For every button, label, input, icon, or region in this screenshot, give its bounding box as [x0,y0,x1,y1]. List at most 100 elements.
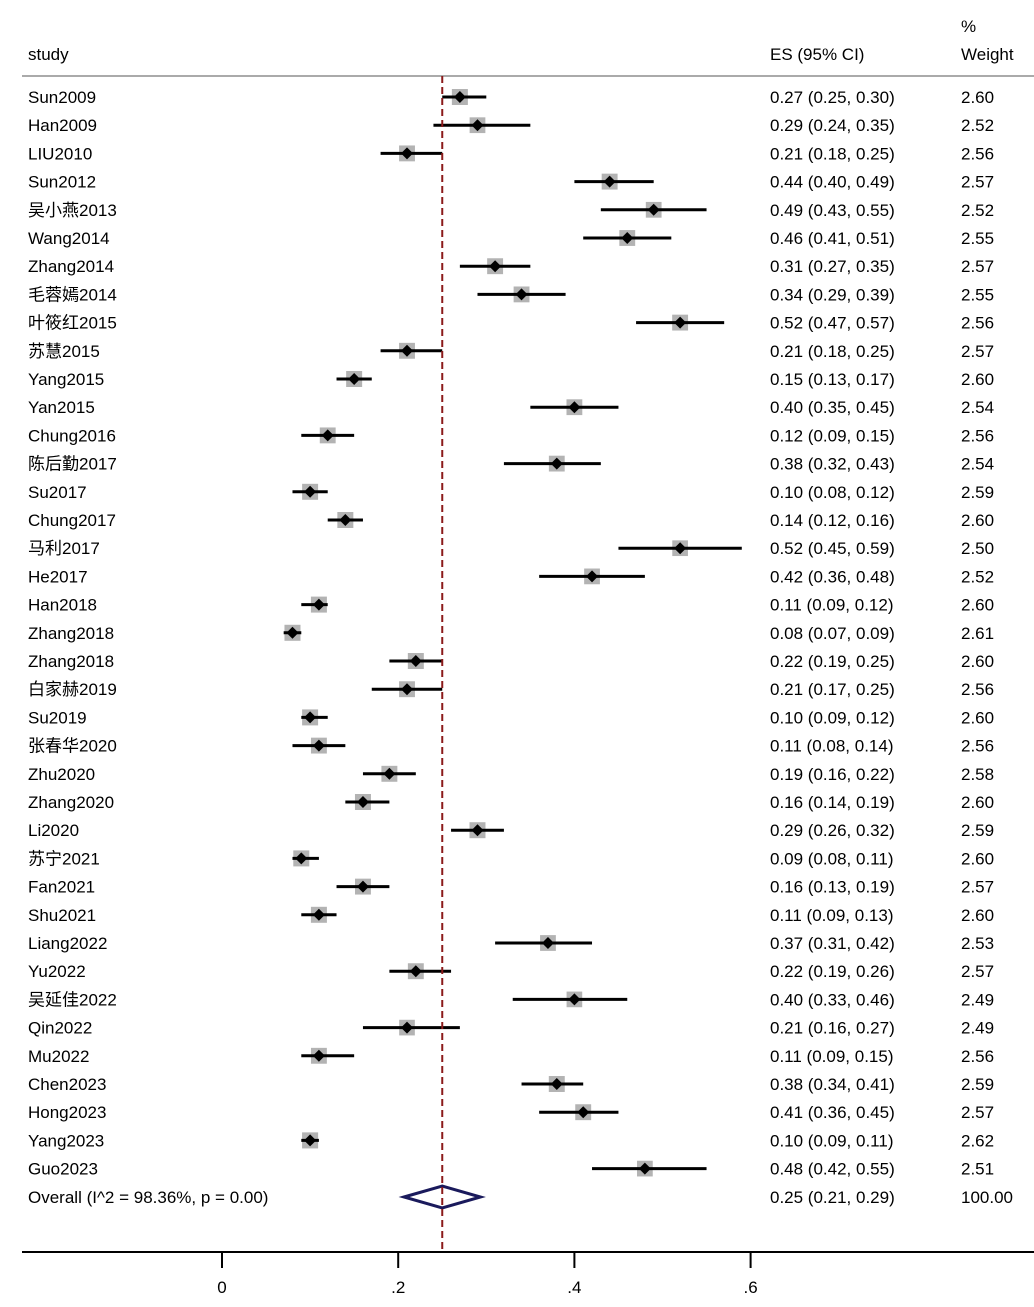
study-weight: 2.59 [961,483,994,502]
study-es-ci: 0.29 (0.26, 0.32) [770,821,895,840]
point-estimate [568,401,581,414]
study-label: Sun2012 [28,173,96,192]
study-label: 张春华2020 [28,737,117,756]
study-es-ci: 0.52 (0.47, 0.57) [770,314,895,333]
study-weight: 2.60 [961,793,994,812]
point-estimate [409,655,422,667]
point-estimate [674,542,687,555]
header-weight-percent: % [961,17,976,36]
study-weight: 2.60 [961,708,994,727]
study-label: Zhang2020 [28,793,114,812]
point-estimate [471,119,484,132]
study-es-ci: 0.48 (0.42, 0.55) [770,1160,895,1179]
study-es-ci: 0.11 (0.08, 0.14) [770,737,894,756]
study-label: Chen2023 [28,1075,106,1094]
point-estimate [321,429,334,442]
study-weight: 2.51 [961,1160,994,1179]
point-estimate [603,175,616,188]
study-es-ci: 0.21 (0.17, 0.25) [770,680,895,699]
overall-diamond [398,1184,486,1210]
study-label: 吴小燕2013 [28,201,117,220]
study-label: Han2009 [28,116,97,135]
study-label: 陈后勤2017 [28,455,117,474]
point-estimate [515,288,528,301]
study-es-ci: 0.21 (0.16, 0.27) [770,1019,895,1038]
study-label: Zhang2018 [28,624,114,643]
study-es-ci: 0.46 (0.41, 0.51) [770,229,895,248]
point-estimate [401,344,414,357]
study-label: Zhang2018 [28,652,114,671]
study-es-ci: 0.11 (0.09, 0.15) [770,1047,894,1066]
study-es-ci: 0.10 (0.08, 0.12) [770,483,895,502]
study-es-ci: 0.21 (0.18, 0.25) [770,342,895,361]
point-estimate [647,203,660,216]
study-es-ci: 0.40 (0.33, 0.46) [770,990,895,1009]
study-label: 叶筱红2015 [28,314,117,333]
study-weight: 2.52 [961,567,994,586]
study-es-ci: 0.41 (0.36, 0.45) [770,1103,895,1122]
study-weight: 2.56 [961,737,994,756]
study-es-ci: 0.29 (0.24, 0.35) [770,116,895,135]
point-estimate [471,824,484,837]
point-estimate [312,1049,325,1062]
study-es-ci: 0.40 (0.35, 0.45) [770,398,895,417]
point-estimate [312,598,325,611]
study-weight: 2.54 [961,398,994,417]
study-weight: 2.57 [961,173,994,192]
study-label: 苏宁2021 [28,849,100,868]
study-label: Shu2021 [28,906,96,925]
study-label: Zhu2020 [28,765,95,784]
point-estimate [674,316,687,329]
study-label: 马利2017 [28,539,100,558]
study-es-ci: 0.14 (0.12, 0.16) [770,511,895,530]
point-estimate [304,485,317,498]
study-es-ci: 0.10 (0.09, 0.12) [770,708,895,727]
study-label: LIU2010 [28,144,92,163]
study-label: 毛蓉嫣2014 [28,285,117,304]
point-estimate [304,1134,317,1147]
study-es-ci: 0.21 (0.18, 0.25) [770,144,895,163]
study-es-ci: 0.44 (0.40, 0.49) [770,173,895,192]
study-label: Sun2009 [28,88,96,107]
study-weight: 2.59 [961,821,994,840]
study-weight: 2.57 [961,257,994,276]
point-estimate [295,852,308,865]
study-es-ci: 0.31 (0.27, 0.35) [770,257,895,276]
point-estimate [621,232,634,244]
study-label: 白家赫2019 [28,680,117,699]
point-estimate [348,373,361,385]
study-es-ci: 0.16 (0.13, 0.19) [770,878,895,897]
study-es-ci: 0.22 (0.19, 0.26) [770,962,895,981]
study-weight: 2.56 [961,314,994,333]
study-weight: 2.55 [961,229,994,248]
study-weight: 2.49 [961,1019,994,1038]
point-estimate [286,626,299,639]
study-weight: 2.57 [961,342,994,361]
x-tick-label: .6 [744,1278,758,1297]
point-estimate [401,683,414,696]
study-es-ci: 0.11 (0.09, 0.12) [770,596,894,615]
point-estimate [489,260,502,273]
study-label: Liang2022 [28,934,107,953]
study-label: Yang2023 [28,1131,104,1150]
plot-marks [283,76,742,1252]
study-label: 吴延佳2022 [28,990,117,1009]
study-label: Su2019 [28,708,87,727]
study-weight: 2.61 [961,624,994,643]
study-weight: 2.52 [961,116,994,135]
study-es-ci: 0.34 (0.29, 0.39) [770,285,895,304]
study-es-ci: 0.15 (0.13, 0.17) [770,370,895,389]
study-es-ci: 0.49 (0.43, 0.55) [770,201,895,220]
study-label: Li2020 [28,821,79,840]
overall-es-ci: 0.25 (0.21, 0.29) [770,1188,895,1207]
study-label: Zhang2014 [28,257,114,276]
study-es-ci: 0.22 (0.19, 0.25) [770,652,895,671]
point-estimate [550,1078,563,1090]
study-weight: 2.56 [961,1047,994,1066]
study-weight: 2.60 [961,849,994,868]
study-weight: 2.50 [961,539,994,558]
study-weight: 2.54 [961,455,994,474]
study-es-ci: 0.42 (0.36, 0.48) [770,567,895,586]
study-label: He2017 [28,567,88,586]
